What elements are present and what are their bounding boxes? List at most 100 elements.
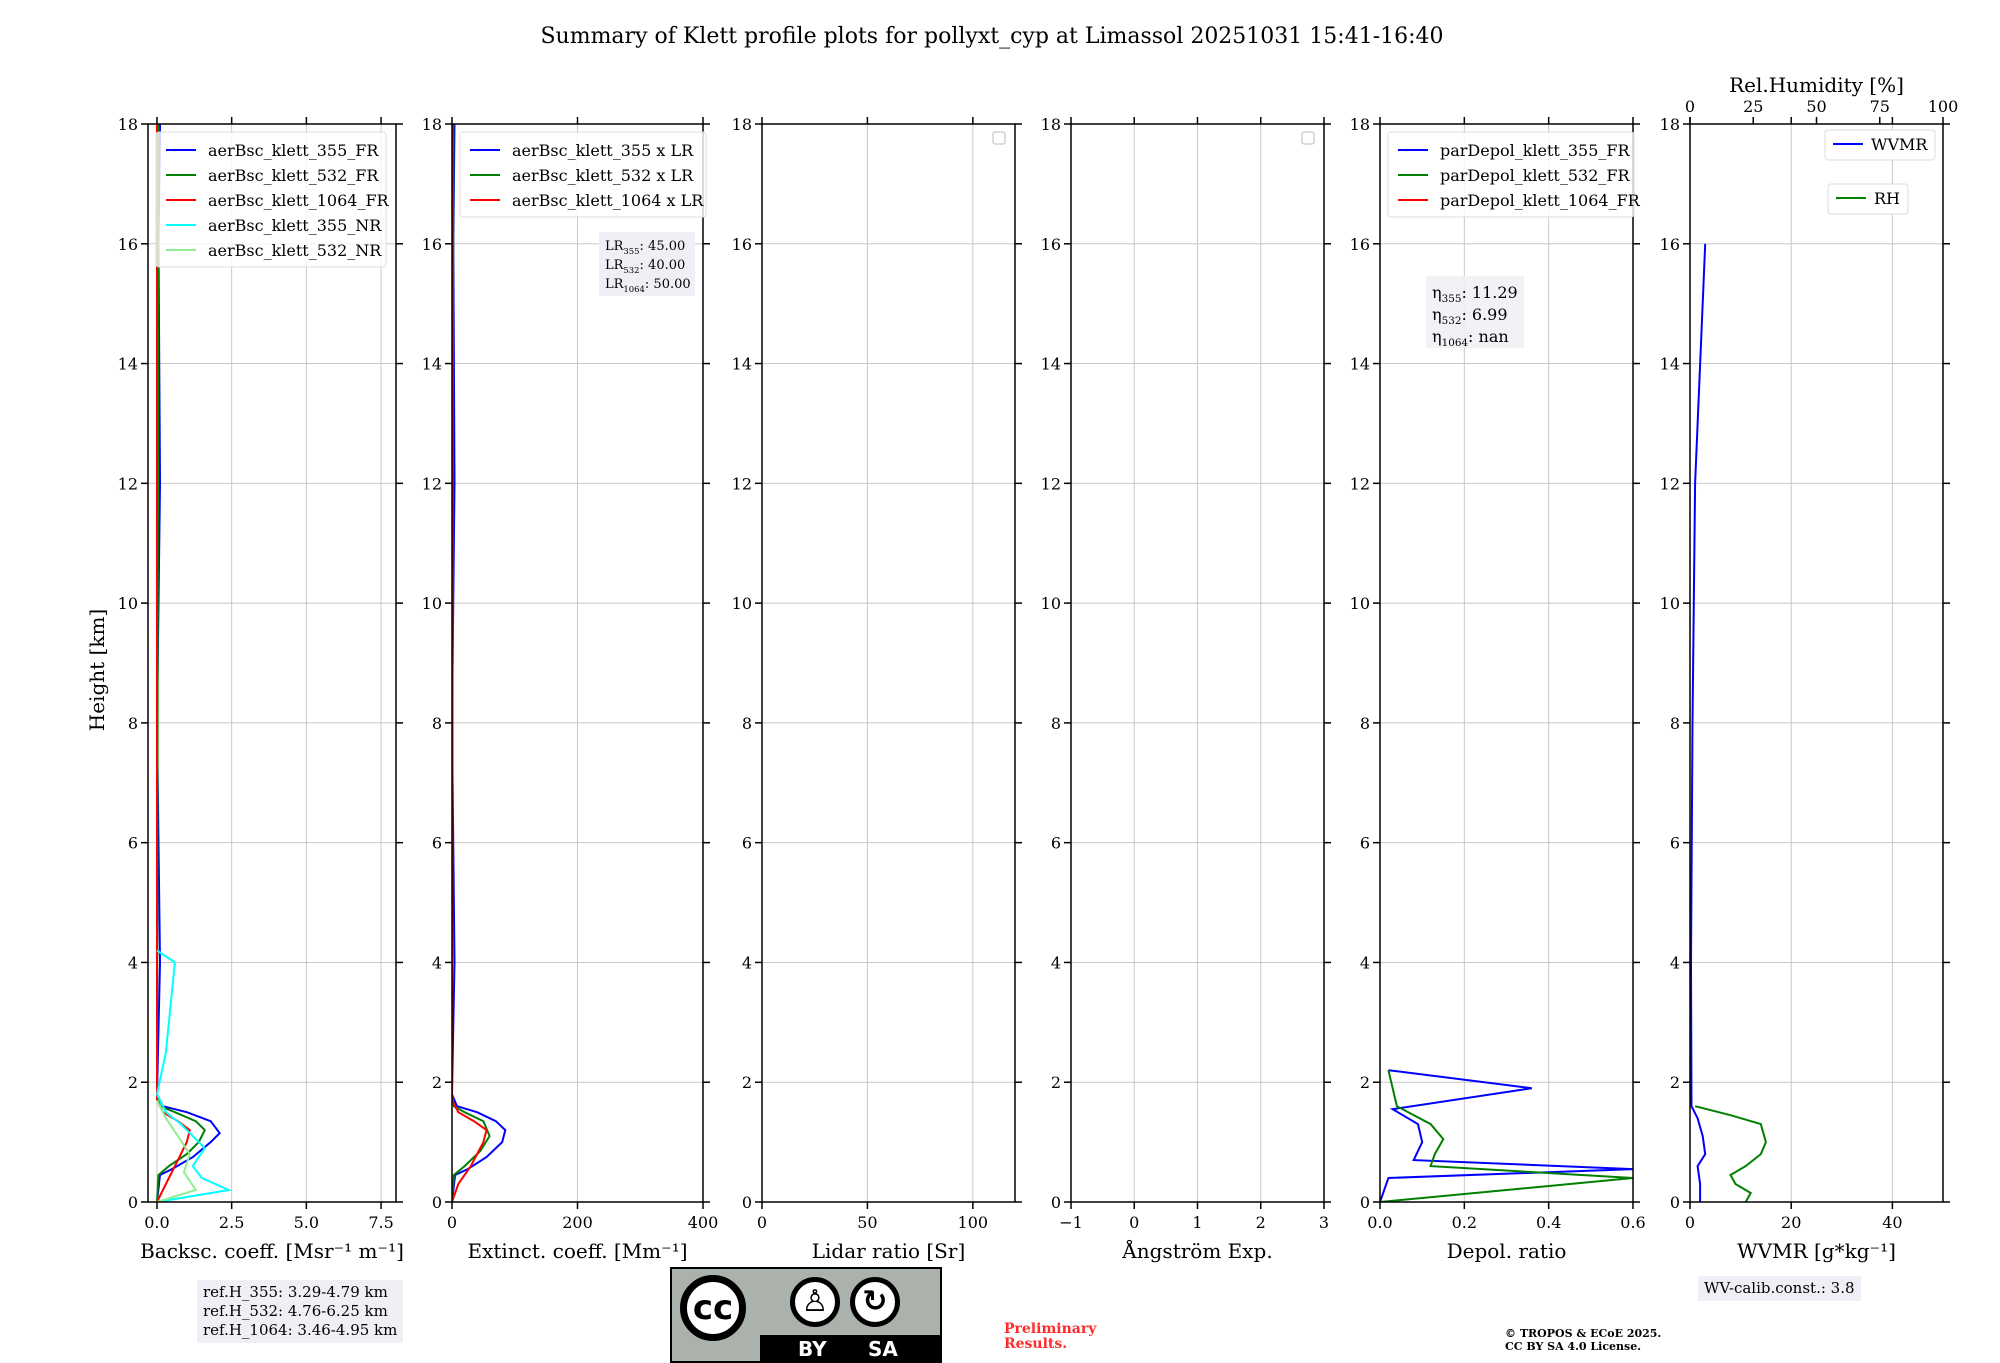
preliminary-line-2: Results. [1004, 1336, 1068, 1352]
top-tick-label-0: 0 [1685, 97, 1695, 116]
cc-license-badge: cc ♙ ↻ BY SA [670, 1267, 942, 1363]
x-tick-label-1: 50 [857, 1213, 877, 1232]
legend-label-3: aerBsc_klett_355_NR [208, 216, 382, 235]
copyright-note: © TROPOS & ECoE 2025. CC BY SA 4.0 Licen… [1505, 1327, 1661, 1353]
series-group [1380, 1069, 1633, 1202]
y-tick-label-5: 10 [732, 594, 752, 613]
axes-frame [147, 123, 397, 1203]
y-tick-label-8: 16 [1660, 235, 1680, 254]
x-tick-label-0: 0.0 [1367, 1213, 1392, 1232]
y-tick-label-3: 6 [1051, 834, 1061, 853]
y-tick-label-9: 18 [1041, 115, 1061, 134]
sa-label: SA [868, 1337, 898, 1361]
series-line-aerBsc_klett_355 x LR [452, 124, 507, 1202]
y-tick-label-4: 8 [1670, 714, 1680, 733]
panel-wv: 0 2 4 6 8 10 12 14 16 18 0 20 40 WVMR [g*kg⁻¹] 0 25 50 75… [1660, 73, 1959, 1263]
x-tick-label-1: 2.5 [219, 1213, 244, 1232]
y-tick-label-2: 4 [1051, 953, 1061, 972]
eta-label-0: η355: 11.29 [1432, 283, 1518, 305]
x-tick-label-0: −1 [1059, 1213, 1083, 1232]
axes-frame [761, 123, 1016, 1203]
x-axis-label: Lidar ratio [Sr] [812, 1239, 966, 1263]
y-tick-label-0: 0 [432, 1193, 442, 1212]
x-tick-label-2: 0.4 [1536, 1213, 1561, 1232]
y-tick-label-0: 0 [742, 1193, 752, 1212]
legend-label-0: aerBsc_klett_355 x LR [512, 141, 694, 160]
x-axis-label: WVMR [g*kg⁻¹] [1737, 1239, 1896, 1263]
y-tick-label-0: 0 [128, 1193, 138, 1212]
y-tick-label-6: 12 [1041, 474, 1061, 493]
x-tick-label-0: 0 [447, 1213, 457, 1232]
y-tick-label-1: 2 [1051, 1073, 1061, 1092]
lidar-ratio-label-2: LR1064: 50.00 [605, 277, 691, 294]
y-tick-label-0: 0 [1670, 1193, 1680, 1212]
series-group [155, 124, 233, 1202]
series-line-aerBsc_klett_355_NR [155, 949, 233, 1202]
y-tick-label-4: 8 [742, 714, 752, 733]
series-group [452, 124, 507, 1202]
ref-height-532: ref.H_532: 4.76-6.25 km [203, 1302, 388, 1320]
preliminary-results-note: Preliminary Results. [1004, 1322, 1096, 1352]
series-line-parDepol_klett_532_FR [1380, 1069, 1633, 1202]
series-line-aerBsc_klett_1064_FR [156, 124, 191, 1202]
y-tick-label-3: 6 [742, 834, 752, 853]
legend-box [155, 131, 387, 268]
y-tick-label-3: 6 [1360, 834, 1370, 853]
legend-box-0 [1824, 129, 1936, 161]
panel-lr: 0 2 4 6 8 10 12 14 16 18 0 50 100 Lidar ratio [Sr] [732, 115, 1022, 1263]
panel-depol: 0 2 4 6 8 10 12 14 16 18 0.0 0.2 0.4 0.6 Depol. ratio p… [1350, 115, 1646, 1263]
copyright-line-2: CC BY SA 4.0 License. [1505, 1340, 1642, 1353]
y-tick-label-6: 12 [1660, 474, 1680, 493]
legend-box [459, 131, 707, 218]
wv-calibration-box: WV-calib.const.: 3.8 [1698, 1276, 1861, 1301]
y-tick-label-3: 6 [128, 834, 138, 853]
axes-frame [1689, 123, 1944, 1203]
y-tick-label-9: 18 [732, 115, 752, 134]
x-tick-label-1: 20 [1781, 1213, 1801, 1232]
y-tick-label-9: 18 [1350, 115, 1370, 134]
top-tick-label-1: 25 [1743, 97, 1763, 116]
preliminary-line-1: Preliminary [1004, 1321, 1097, 1337]
copyright-line-1: © TROPOS & ECoE 2025. [1505, 1327, 1662, 1340]
y-tick-label-5: 10 [1350, 594, 1370, 613]
y-tick-label-8: 16 [1041, 235, 1061, 254]
series-line-RH [1694, 1105, 1767, 1202]
empty-legend [1301, 131, 1315, 145]
y-tick-label-9: 18 [118, 115, 138, 134]
empty-legend [992, 131, 1006, 145]
legend-box [1387, 131, 1635, 218]
y-tick-label-5: 10 [1041, 594, 1061, 613]
x-axis-label: Depol. ratio [1447, 1239, 1567, 1263]
y-tick-label-8: 16 [422, 235, 442, 254]
y-tick-label-3: 6 [1670, 834, 1680, 853]
legend-box-1 [1827, 183, 1909, 215]
y-tick-label-6: 12 [732, 474, 752, 493]
series-line-aerBsc_klett_532_NR [156, 1099, 198, 1202]
y-tick-label-9: 18 [422, 115, 442, 134]
y-tick-label-2: 4 [742, 953, 752, 972]
y-tick-label-6: 12 [1350, 474, 1370, 493]
y-tick-label-8: 16 [732, 235, 752, 254]
series-line-aerBsc_klett_532 x LR [452, 124, 491, 1202]
lidar-ratio-box [599, 232, 695, 296]
axes-frame [1379, 123, 1634, 1203]
legend-label-1: parDepol_klett_532_FR [1440, 166, 1631, 185]
y-tick-label-2: 4 [432, 953, 442, 972]
y-tick-label-6: 12 [422, 474, 442, 493]
legend-label-1: RH [1874, 189, 1900, 208]
by-label: BY [798, 1337, 827, 1361]
y-tick-label-8: 16 [118, 235, 138, 254]
eta-label-1: η532: 6.99 [1432, 305, 1508, 327]
y-tick-label-2: 4 [128, 953, 138, 972]
x-tick-label-2: 5.0 [294, 1213, 319, 1232]
y-tick-label-2: 4 [1670, 953, 1680, 972]
y-tick-label-5: 10 [1660, 594, 1680, 613]
x-tick-label-2: 1 [1192, 1213, 1202, 1232]
x-tick-label-0: 0 [757, 1213, 767, 1232]
axes-frame [1070, 123, 1325, 1203]
y-tick-label-4: 8 [432, 714, 442, 733]
y-tick-label-1: 2 [1360, 1073, 1370, 1092]
